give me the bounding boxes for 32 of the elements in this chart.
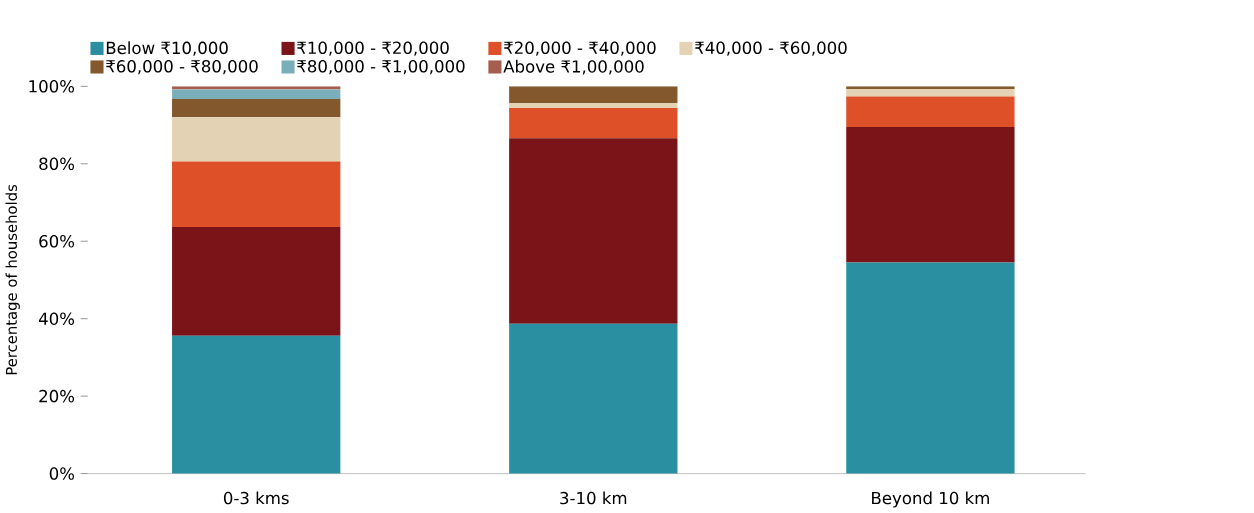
bar (846, 89, 1015, 97)
legend-label: Above ₹1,00,000 (503, 59, 644, 75)
legend-label: ₹60,000 - ₹80,000 (106, 59, 258, 75)
x-tick-label: 3-10 km (560, 491, 627, 505)
bar (509, 138, 678, 324)
y-tick-label: 20% (39, 389, 75, 403)
bar (509, 108, 678, 139)
bar (172, 89, 341, 100)
bar (172, 335, 341, 474)
bar (846, 96, 1015, 127)
legend-label: ₹20,000 - ₹40,000 (504, 41, 656, 56)
bar (509, 86, 678, 103)
legend-label: ₹80,000 - ₹1,00,000 (297, 59, 465, 75)
y-tick-label: 100% (29, 80, 75, 93)
bar (846, 126, 1015, 263)
y-tick-label: 40% (38, 312, 75, 325)
legend-label: ₹10,000 - ₹20,000 (297, 41, 449, 56)
bar (172, 99, 341, 118)
bar (172, 161, 341, 227)
y-tick-label: 0% (49, 467, 75, 480)
y-tick-label: 80% (39, 157, 75, 171)
legend-label: Below ₹10,000 (106, 41, 228, 56)
y-tick-label: 60% (39, 234, 75, 248)
bar (509, 102, 678, 108)
bar (172, 117, 341, 162)
bar (509, 323, 678, 474)
x-tick-label: Beyond 10 km (872, 491, 989, 508)
x-tick-label: 0-3 kms (223, 491, 289, 505)
bar (846, 262, 1015, 474)
legend-label: ₹40,000 - ₹60,000 (695, 41, 847, 56)
bar (172, 226, 341, 336)
y-axis-title: Percentage of households (5, 184, 20, 375)
